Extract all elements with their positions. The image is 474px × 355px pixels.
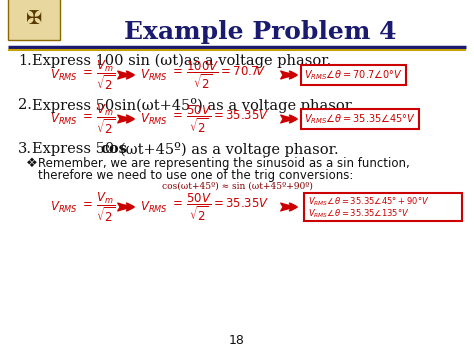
Text: cos: cos xyxy=(100,142,127,156)
Text: $=\,\dfrac{100V}{\sqrt{2}} = 70.7V$: $=\,\dfrac{100V}{\sqrt{2}} = 70.7V$ xyxy=(170,59,267,91)
Text: Express 50: Express 50 xyxy=(32,142,114,156)
Text: $V_{RMS}$: $V_{RMS}$ xyxy=(140,67,168,83)
Text: $V_{RMS}\angle\theta = 70.7\angle0°V$: $V_{RMS}\angle\theta = 70.7\angle0°V$ xyxy=(304,68,402,82)
Text: $V_{RMS}$: $V_{RMS}$ xyxy=(50,200,78,214)
Text: Example Problem 4: Example Problem 4 xyxy=(124,20,396,44)
Text: $V_{RMS}$: $V_{RMS}$ xyxy=(50,111,78,126)
Text: Remember, we are representing the sinusoid as a sin function,: Remember, we are representing the sinuso… xyxy=(38,157,410,170)
Text: 2.: 2. xyxy=(18,98,32,112)
Text: $V_{RMS}\angle\theta = 35.35\angle135°V$: $V_{RMS}\angle\theta = 35.35\angle135°V$ xyxy=(308,208,410,220)
Text: Express 100 sin (ωt)as a voltage phasor.: Express 100 sin (ωt)as a voltage phasor. xyxy=(32,54,331,69)
Text: 18: 18 xyxy=(229,334,245,347)
Text: $V_{RMS}$: $V_{RMS}$ xyxy=(140,111,168,126)
Text: (ωt+45º) as a voltage phasor.: (ωt+45º) as a voltage phasor. xyxy=(120,142,338,157)
Text: $V_{RMS}$: $V_{RMS}$ xyxy=(50,67,78,83)
Text: 3.: 3. xyxy=(18,142,32,156)
FancyBboxPatch shape xyxy=(8,0,60,40)
Text: $=\,\dfrac{50V}{\sqrt{2}} = 35.35V$: $=\,\dfrac{50V}{\sqrt{2}} = 35.35V$ xyxy=(170,103,270,135)
FancyBboxPatch shape xyxy=(304,193,462,221)
Text: $=\,\dfrac{V_m}{\sqrt{2}}$: $=\,\dfrac{V_m}{\sqrt{2}}$ xyxy=(80,58,116,92)
Text: 1.: 1. xyxy=(18,54,32,68)
Text: $=\,\dfrac{V_m}{\sqrt{2}}$: $=\,\dfrac{V_m}{\sqrt{2}}$ xyxy=(80,102,116,136)
Text: $V_{RMS}\angle\theta = 35.35\angle45°V$: $V_{RMS}\angle\theta = 35.35\angle45°V$ xyxy=(304,112,416,126)
Text: $=\,\dfrac{V_m}{\sqrt{2}}$: $=\,\dfrac{V_m}{\sqrt{2}}$ xyxy=(80,190,116,224)
Text: ❖: ❖ xyxy=(26,157,38,170)
Text: Express 50sin(ωt+45º) as a voltage phasor.: Express 50sin(ωt+45º) as a voltage phaso… xyxy=(32,98,355,113)
Text: ✠: ✠ xyxy=(26,9,42,27)
Text: $V_{RMS}$: $V_{RMS}$ xyxy=(140,200,168,214)
Text: $V_{RMS}\angle\theta = 35.35\angle45° + 90°V$: $V_{RMS}\angle\theta = 35.35\angle45° + … xyxy=(308,196,429,208)
Text: $=\,\dfrac{50V}{\sqrt{2}} = 35.35V$: $=\,\dfrac{50V}{\sqrt{2}} = 35.35V$ xyxy=(170,191,270,223)
Text: cos(ωt+45º) ≈ sin (ωt+45º+90º): cos(ωt+45º) ≈ sin (ωt+45º+90º) xyxy=(162,182,312,191)
Text: therefore we need to use one of the trig conversions:: therefore we need to use one of the trig… xyxy=(38,169,354,182)
